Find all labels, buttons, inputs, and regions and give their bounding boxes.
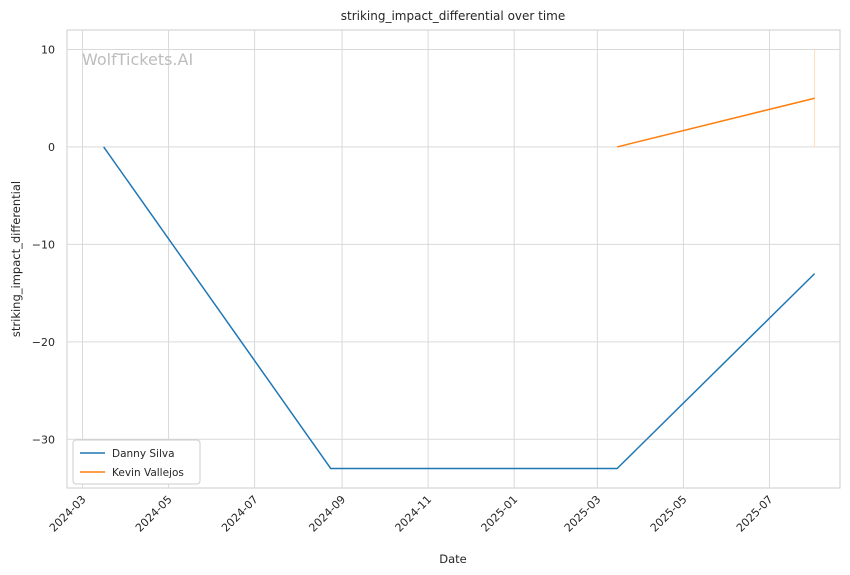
- x-tick-label: 2024-11: [393, 493, 435, 535]
- y-axis-label: striking_impact_differential: [9, 181, 23, 337]
- y-tick-labels: 10 0 −10 −20 −30: [32, 43, 55, 446]
- legend-label-danny-silva: Danny Silva: [112, 448, 175, 460]
- x-gridlines: [82, 30, 770, 488]
- x-tick-label: 2025-07: [734, 493, 776, 535]
- y-gridlines: [67, 48, 840, 440]
- x-tick-label: 2024-03: [47, 493, 89, 535]
- x-axis-label: Date: [439, 552, 467, 566]
- y-tick-label: −20: [32, 336, 55, 349]
- chart-title: striking_impact_differential over time: [341, 9, 566, 23]
- x-tick-label: 2025-05: [648, 493, 690, 535]
- series-line: [103, 146, 816, 470]
- series-layer: [103, 97, 816, 470]
- legend-box: [72, 439, 201, 485]
- y-tick-label: 0: [48, 141, 55, 154]
- series-line: [616, 97, 815, 148]
- y-tick-label: −10: [32, 238, 55, 251]
- y-tick-label: −30: [32, 433, 55, 446]
- x-tick-label: 2024-05: [133, 493, 175, 535]
- x-tick-label: 2024-07: [219, 493, 261, 535]
- legend: Danny Silva Kevin Vallejos: [72, 439, 201, 485]
- y-tick-label: 10: [41, 43, 55, 56]
- plot-area: [66, 29, 841, 489]
- x-tick-label: 2025-01: [479, 493, 521, 535]
- legend-label-kevin-vallejos: Kevin Vallejos: [112, 467, 184, 479]
- x-tick-label: 2025-03: [562, 493, 604, 535]
- x-tick-label: 2024-09: [306, 493, 348, 535]
- watermark: WolfTickets.AI: [82, 50, 193, 69]
- x-tick-labels: 2024-03 2024-05 2024-07 2024-09 2024-11 2025-…: [47, 493, 776, 535]
